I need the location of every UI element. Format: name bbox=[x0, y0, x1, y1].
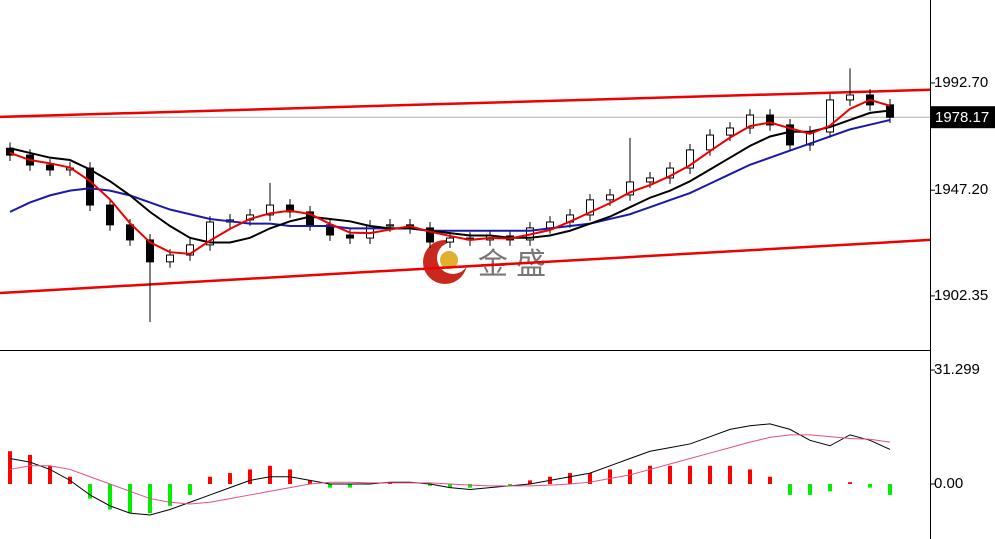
candle-body bbox=[206, 221, 214, 246]
histogram-bar bbox=[568, 473, 572, 485]
candle-body bbox=[186, 244, 194, 256]
candle-body bbox=[626, 181, 634, 196]
histogram-bar bbox=[448, 484, 452, 488]
histogram-bar bbox=[808, 484, 812, 495]
candle-body bbox=[426, 227, 434, 243]
candle-body bbox=[746, 114, 754, 129]
indicator-line bbox=[9, 434, 891, 505]
candle-body bbox=[46, 164, 54, 171]
candle-body bbox=[766, 114, 774, 126]
histogram-bar bbox=[668, 465, 672, 485]
histogram-bar bbox=[188, 484, 192, 495]
histogram-bar bbox=[328, 484, 332, 488]
candle-body bbox=[266, 204, 274, 216]
histogram-bar bbox=[48, 465, 52, 485]
candle-body bbox=[786, 124, 794, 146]
candle-body bbox=[86, 167, 94, 206]
channel-line bbox=[0, 88, 931, 119]
histogram-bar bbox=[848, 482, 852, 485]
histogram-bar bbox=[8, 451, 12, 485]
histogram-bar bbox=[708, 465, 712, 485]
histogram-bar bbox=[528, 480, 532, 485]
histogram-bar bbox=[868, 484, 872, 488]
candle-body bbox=[846, 94, 854, 101]
histogram-bar bbox=[748, 469, 752, 485]
histogram-bar bbox=[208, 476, 212, 485]
histogram-bar bbox=[268, 465, 272, 485]
histogram-bar bbox=[888, 484, 892, 495]
candle-body bbox=[706, 134, 714, 151]
candle-body bbox=[386, 224, 394, 227]
y-tick-label: 1902.35 bbox=[934, 287, 988, 304]
y-tick-label: 0.00 bbox=[934, 475, 963, 492]
histogram-bar bbox=[608, 469, 612, 485]
histogram-bar bbox=[788, 484, 792, 495]
y-tick-label: 1992.70 bbox=[934, 74, 988, 91]
indicator-line bbox=[9, 98, 891, 255]
histogram-bar bbox=[308, 480, 312, 485]
candle-body bbox=[146, 239, 154, 263]
candle-body bbox=[446, 237, 454, 243]
current-price-label: 1978.17 bbox=[935, 109, 989, 126]
candle-body bbox=[826, 99, 834, 133]
indicator-line bbox=[9, 118, 891, 232]
candle-body bbox=[286, 204, 294, 213]
candle-body bbox=[106, 204, 114, 226]
candle-body bbox=[346, 234, 354, 239]
histogram-bar bbox=[508, 484, 512, 486]
histogram-bar bbox=[828, 484, 832, 492]
candle-body bbox=[166, 254, 174, 263]
histogram-bar bbox=[688, 465, 692, 485]
histogram-bar bbox=[248, 469, 252, 485]
histogram-bar bbox=[128, 484, 132, 514]
histogram-bar bbox=[648, 465, 652, 485]
histogram-bar bbox=[428, 484, 432, 486]
histogram-bar bbox=[768, 476, 772, 485]
histogram-bar bbox=[108, 484, 112, 510]
histogram-bar bbox=[468, 484, 472, 488]
candle-body bbox=[726, 127, 734, 136]
histogram-bar bbox=[628, 469, 632, 485]
histogram-bar bbox=[588, 473, 592, 485]
y-tick-label: 31.299 bbox=[934, 361, 980, 378]
y-tick-label: 1947.20 bbox=[934, 181, 988, 198]
histogram-bar bbox=[728, 465, 732, 485]
channel-line bbox=[0, 238, 931, 295]
histogram-bar bbox=[168, 484, 172, 506]
candle-body bbox=[586, 199, 594, 216]
candle-body bbox=[666, 167, 674, 179]
histogram-bar bbox=[228, 473, 232, 485]
candle-body bbox=[546, 221, 554, 229]
histogram-bar bbox=[88, 484, 92, 499]
indicator-line bbox=[9, 109, 891, 244]
histogram-bar bbox=[28, 454, 32, 485]
histogram-bar bbox=[348, 484, 352, 488]
indicator-line bbox=[9, 423, 891, 516]
candle-body bbox=[126, 224, 134, 241]
candle-body bbox=[606, 194, 614, 201]
candle-body bbox=[686, 149, 694, 169]
current-price-box bbox=[931, 106, 995, 129]
candle-body bbox=[646, 177, 654, 183]
